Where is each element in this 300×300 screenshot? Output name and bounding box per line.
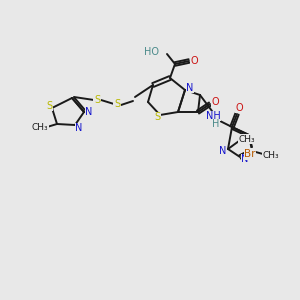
- Text: O: O: [190, 56, 198, 66]
- Text: H: H: [212, 119, 220, 129]
- Text: S: S: [114, 99, 120, 109]
- Text: N: N: [85, 107, 93, 117]
- Text: NH: NH: [206, 111, 220, 121]
- Text: S: S: [94, 95, 100, 105]
- Text: S: S: [46, 101, 52, 111]
- Text: CH₃: CH₃: [32, 124, 48, 133]
- Text: N: N: [219, 146, 227, 156]
- Text: HO: HO: [144, 47, 159, 57]
- Text: S: S: [154, 112, 160, 122]
- Text: CH₃: CH₃: [263, 151, 279, 160]
- Text: O: O: [235, 103, 243, 113]
- Text: Br: Br: [244, 149, 256, 159]
- Text: N: N: [241, 154, 249, 164]
- Text: N: N: [75, 123, 83, 133]
- Text: O: O: [211, 97, 219, 107]
- Text: CH₃: CH₃: [239, 134, 255, 143]
- Text: N: N: [186, 83, 194, 93]
